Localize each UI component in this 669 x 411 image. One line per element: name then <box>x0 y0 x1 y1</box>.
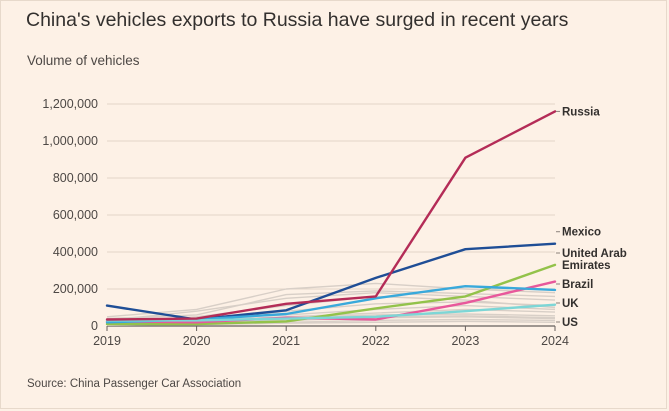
series-end-label-line: Brazil <box>562 279 593 291</box>
series-end-label-us: US <box>562 317 578 329</box>
y-axis-title: Volume of vehicles <box>27 53 140 68</box>
y-tick-label: 1,200,000 <box>42 97 98 111</box>
x-tick-label: 2020 <box>183 334 211 348</box>
y-tick-label: 800,000 <box>53 171 98 185</box>
x-tick-label: 2019 <box>93 334 121 348</box>
y-tick-label: 1,000,000 <box>42 134 98 148</box>
series-line-us <box>105 303 557 322</box>
series-line-other-country <box>106 292 556 322</box>
series-end-label-russia: Russia <box>562 106 600 118</box>
series-line-other-country <box>106 290 556 320</box>
x-tick-label: 2021 <box>272 334 300 348</box>
x-tick-label: 2022 <box>362 334 390 348</box>
series-end-label-line: UK <box>562 298 579 310</box>
series-end-label-line: US <box>562 317 578 329</box>
series-end-label-line: Mexico <box>562 227 601 239</box>
series-line-united-arab-emirates <box>105 263 557 326</box>
series-line-mexico <box>105 242 557 321</box>
series-end-label-brazil: Brazil <box>562 279 593 291</box>
y-tick-label: 600,000 <box>53 208 98 222</box>
series-end-label-united-arab-emirates: United Arab Emirates <box>562 248 627 272</box>
series-end-label-uk: UK <box>562 298 579 310</box>
y-tick-label: 0 <box>91 319 98 333</box>
series-end-label-line: Russia <box>562 106 600 118</box>
series-end-label-line: United Arab <box>562 248 627 260</box>
y-tick-label: 200,000 <box>53 282 98 296</box>
chart-title: China's vehicles exports to Russia have … <box>26 9 569 31</box>
chart-source: Source: China Passenger Car Association <box>27 378 242 390</box>
x-tick-label: 2023 <box>451 334 479 348</box>
series-line-russia <box>105 110 557 321</box>
series-line-other-country <box>106 282 556 318</box>
y-tick-label: 400,000 <box>53 245 98 259</box>
x-tick-label: 2024 <box>541 334 569 348</box>
series-end-label-line: Emirates <box>562 260 611 272</box>
series-end-label-mexico: Mexico <box>562 227 601 239</box>
